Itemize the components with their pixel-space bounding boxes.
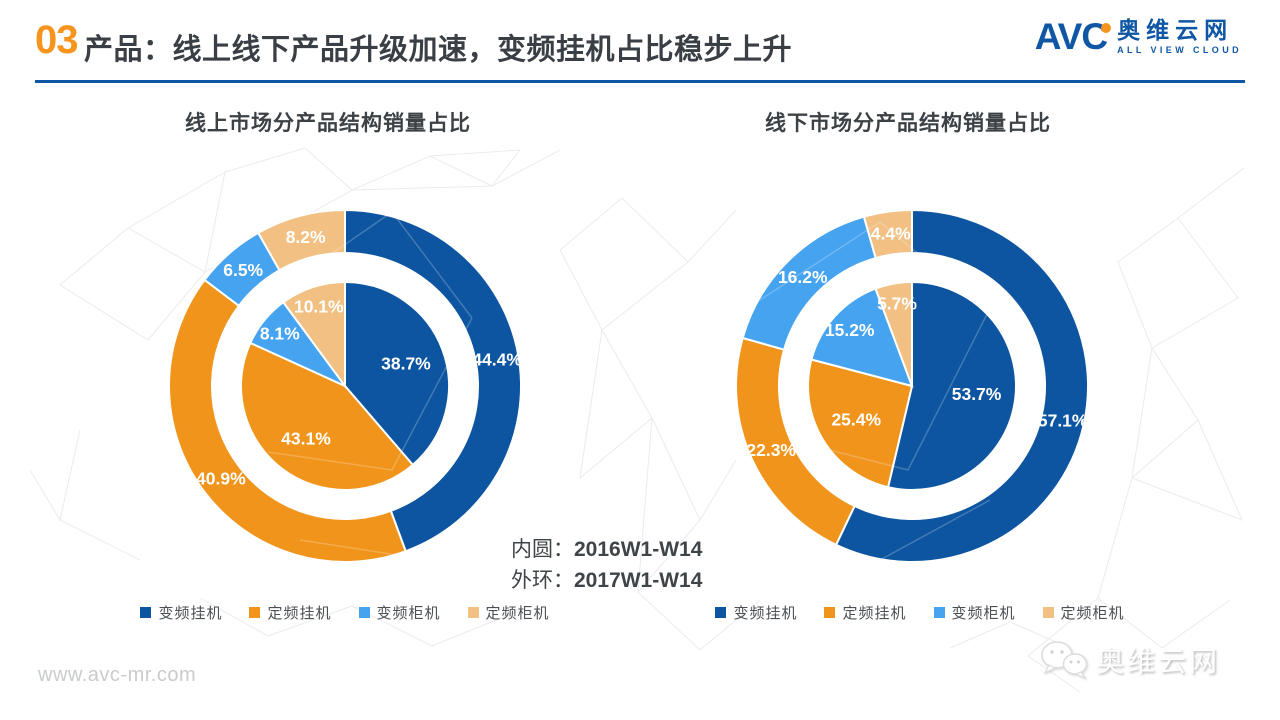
- svg-text:15.2%: 15.2%: [825, 320, 875, 340]
- svg-text:6.5%: 6.5%: [223, 260, 263, 280]
- svg-text:53.7%: 53.7%: [952, 384, 1002, 404]
- header-divider: [35, 80, 1245, 83]
- legend-swatch-icon: [140, 607, 152, 618]
- svg-text:4.4%: 4.4%: [871, 223, 911, 243]
- legend-item: 定频挂机: [824, 602, 906, 623]
- svg-text:16.2%: 16.2%: [778, 267, 828, 287]
- avc-logo-en: ALL VIEW CLOUD: [1117, 44, 1242, 55]
- note-outer-value: 2017W1-W14: [574, 569, 703, 592]
- note-outer-label: 外环：: [511, 569, 574, 592]
- legend-label: 变频挂机: [158, 605, 223, 622]
- svg-text:40.9%: 40.9%: [196, 468, 246, 488]
- legend-item: 变频柜机: [933, 602, 1016, 623]
- left-chart-legend: 变频挂机 定频挂机 变频柜机 定频柜机: [125, 602, 565, 623]
- right-chart-title: 线下市场分产品结构销量占比: [765, 112, 1051, 135]
- svg-text:5.7%: 5.7%: [877, 294, 917, 314]
- wechat-icon: [1041, 641, 1088, 680]
- legend-swatch-icon: [249, 607, 261, 618]
- note-line-inner: 内圆：2016W1-W14: [511, 534, 702, 565]
- legend-label: 定频柜机: [485, 605, 550, 622]
- section-number: 03: [35, 18, 78, 62]
- svg-text:10.1%: 10.1%: [294, 296, 344, 316]
- legend-label: 定频挂机: [842, 605, 907, 622]
- ring-period-note: 内圆：2016W1-W14 外环：2017W1-W14: [511, 534, 702, 596]
- left-chart-title: 线上市场分产品结构销量占比: [185, 112, 471, 135]
- svg-text:44.4%: 44.4%: [472, 349, 522, 369]
- watermark-text: 奥维云网: [1096, 646, 1221, 677]
- avc-logo-abbr: AVC: [1034, 16, 1112, 57]
- svg-text:43.1%: 43.1%: [281, 428, 331, 448]
- avc-logo-cn: 奥维云网: [1117, 16, 1234, 43]
- header: 03 产品：线上线下产品升级加速，变频挂机占比稳步上升 AVC 奥维云网 ALL…: [0, 0, 1280, 84]
- legend-label: 定频挂机: [267, 605, 332, 622]
- legend-swatch-icon: [467, 607, 479, 618]
- offline-market-donut-chart: 57.1% 22.3% 16.2% 4.4% 53.7% 25.4% 15.2%5.7%: [735, 208, 1089, 563]
- legend-swatch-icon: [933, 607, 945, 618]
- legend-swatch-icon: [358, 607, 370, 618]
- svg-text:38.7%: 38.7%: [381, 354, 431, 374]
- legend-swatch-icon: [824, 607, 836, 618]
- avc-logo-names: 奥维云网 ALL VIEW CLOUD: [1117, 16, 1242, 55]
- legend-item: 定频挂机: [249, 602, 331, 623]
- avc-logo-dot-icon: [1101, 23, 1112, 33]
- svg-text:22.3%: 22.3%: [746, 440, 796, 460]
- svg-text:57.1%: 57.1%: [1038, 410, 1088, 430]
- legend-swatch-icon: [1042, 607, 1054, 618]
- legend-item: 定频柜机: [467, 602, 550, 623]
- legend-swatch-icon: [715, 607, 727, 618]
- website-url: www.avc-mr.com: [38, 664, 197, 686]
- note-inner-value: 2016W1-W14: [574, 538, 703, 561]
- svg-text:8.1%: 8.1%: [260, 323, 300, 343]
- legend-item: 变频柜机: [358, 602, 441, 623]
- legend-label: 变频挂机: [733, 605, 798, 622]
- avc-logo: AVC 奥维云网 ALL VIEW CLOUD: [1035, 18, 1242, 55]
- page-title: 产品：线上线下产品升级加速，变频挂机占比稳步上升: [84, 34, 793, 66]
- note-line-outer: 外环：2017W1-W14: [511, 565, 702, 596]
- legend-label: 变频柜机: [951, 605, 1016, 622]
- wechat-watermark: 奥维云网: [1038, 638, 1220, 682]
- legend-label: 定频柜机: [1060, 605, 1125, 622]
- right-chart-legend: 变频挂机 定频挂机 变频柜机 定频柜机: [700, 602, 1140, 623]
- avc-logo-text: AVC: [1034, 16, 1108, 57]
- note-inner-label: 内圆：: [511, 538, 574, 561]
- svg-text:8.2%: 8.2%: [286, 227, 326, 247]
- svg-text:25.4%: 25.4%: [831, 410, 881, 430]
- legend-item: 变频挂机: [140, 602, 222, 623]
- legend-item: 变频挂机: [715, 602, 797, 623]
- legend-item: 定频柜机: [1042, 602, 1125, 623]
- legend-label: 变频柜机: [376, 605, 441, 622]
- online-market-donut-chart: 44.4% 40.9% 6.5% 8.2% 38.7% 43.1% 8.1% 10.1%: [168, 208, 522, 563]
